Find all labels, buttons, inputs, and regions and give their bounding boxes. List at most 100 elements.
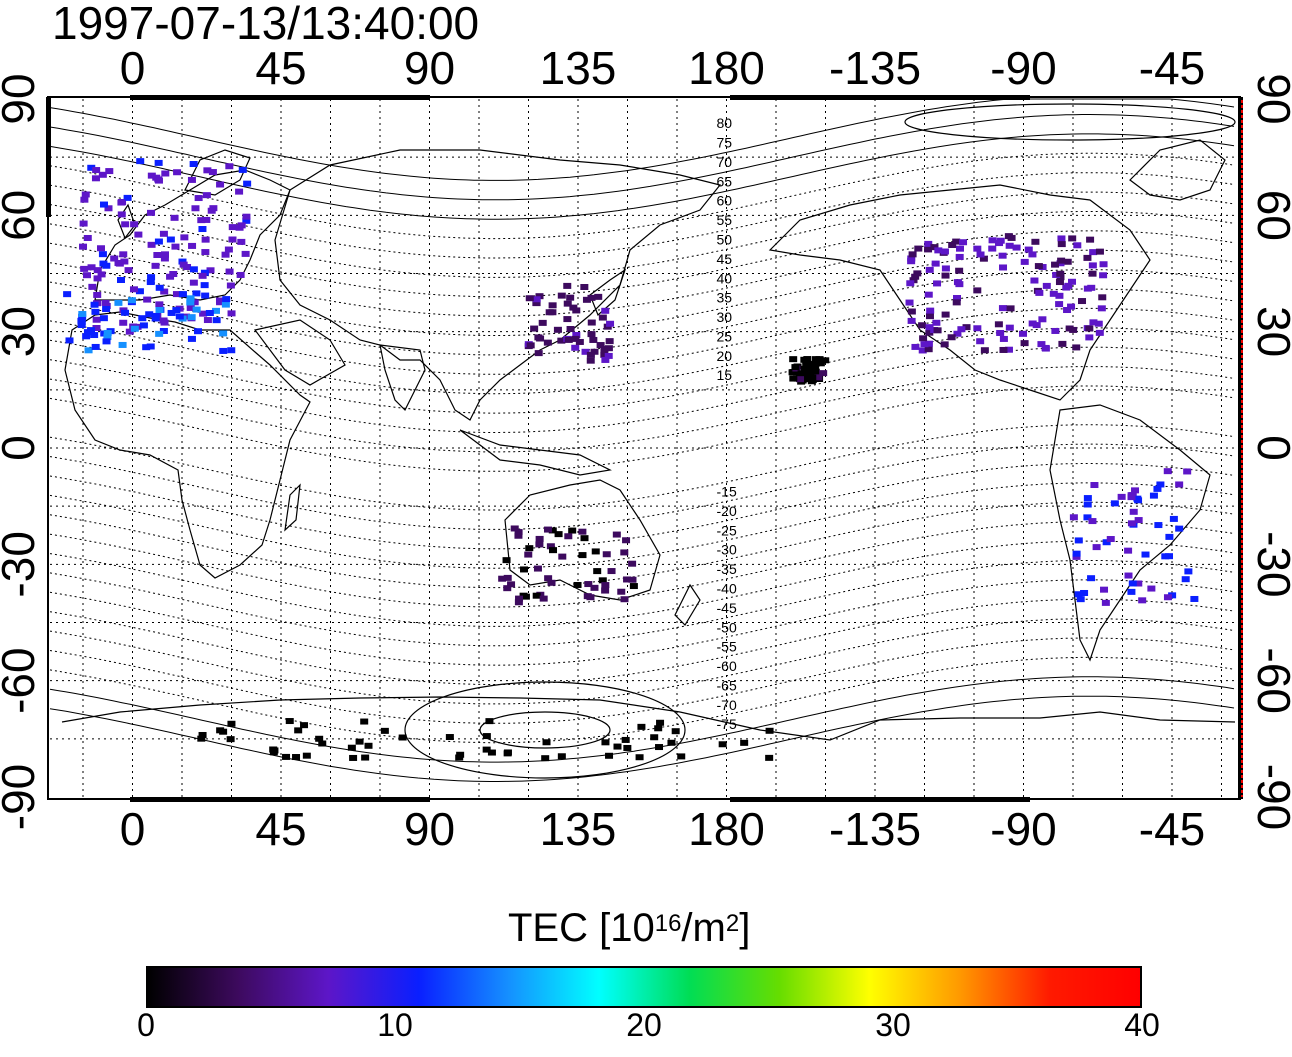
tec-point xyxy=(225,163,234,170)
contour-line xyxy=(49,656,1235,744)
tec-point xyxy=(1055,301,1064,308)
tec-point xyxy=(571,335,580,342)
tec-point xyxy=(503,574,512,581)
tec-point xyxy=(953,295,962,302)
tec-point xyxy=(194,195,203,202)
tec-point xyxy=(242,213,251,220)
contour-label: -25 xyxy=(717,522,737,538)
tec-point xyxy=(957,326,966,333)
tec-point xyxy=(93,267,102,274)
lon-tick-label-top: 45 xyxy=(255,42,306,94)
tec-point xyxy=(292,754,301,761)
lon-tick-label-top: -45 xyxy=(1139,42,1205,94)
japan-coast xyxy=(589,268,627,317)
tec-point xyxy=(226,736,235,743)
tec-point xyxy=(622,537,631,544)
tec-point xyxy=(153,252,162,259)
contour-line xyxy=(49,327,1235,414)
tec-point xyxy=(1090,482,1099,489)
contour-line xyxy=(49,676,1235,763)
tec-point xyxy=(667,739,676,746)
tec-point xyxy=(1102,539,1111,546)
indonesia-coast xyxy=(459,429,612,476)
tec-point xyxy=(88,283,97,290)
tec-point xyxy=(557,292,566,299)
tec-point xyxy=(1138,597,1147,604)
tec-point xyxy=(136,158,145,165)
tec-point xyxy=(612,531,621,538)
tec-point xyxy=(98,251,107,258)
tec-point xyxy=(285,718,294,725)
frame-bar-bottom-left xyxy=(130,797,430,802)
tec-point xyxy=(789,375,798,382)
lat-lon-grid xyxy=(50,99,1238,797)
tec-point xyxy=(175,313,184,320)
africa-coast xyxy=(64,311,311,579)
tec-point xyxy=(941,311,950,318)
tec-point xyxy=(535,535,544,542)
tec-point xyxy=(1062,284,1071,291)
tec-point xyxy=(503,585,512,592)
tec-point xyxy=(600,351,609,358)
frame-bar-left xyxy=(46,97,51,217)
tec-point xyxy=(1094,320,1103,327)
tec-point xyxy=(575,338,584,345)
south-pole-contour xyxy=(404,681,686,779)
tec-point xyxy=(905,299,914,306)
tec-point xyxy=(1031,238,1040,245)
lat-tick-label-left: -60 xyxy=(0,647,44,713)
tec-point xyxy=(594,293,603,300)
tec-point xyxy=(146,343,155,350)
lon-tick-label-top: 0 xyxy=(120,42,146,94)
tec-point xyxy=(1168,592,1177,599)
tec-point xyxy=(102,302,111,309)
tec-point xyxy=(907,317,916,324)
tec-point xyxy=(380,727,389,734)
tec-point xyxy=(92,167,101,174)
tec-point xyxy=(115,260,124,267)
tec-point xyxy=(201,249,210,256)
tec-point xyxy=(127,297,136,304)
tec-point xyxy=(172,307,181,314)
tec-point xyxy=(548,527,557,534)
tec-point xyxy=(514,529,523,536)
tec-point xyxy=(1072,553,1081,560)
tec-point xyxy=(934,247,943,254)
tec-point xyxy=(135,288,144,295)
tec-point xyxy=(913,270,922,277)
contour-label: -30 xyxy=(717,542,737,558)
tec-point xyxy=(178,291,187,298)
tec-point xyxy=(546,543,555,550)
tec-point xyxy=(117,211,126,218)
tec-point xyxy=(1041,344,1050,351)
tec-point xyxy=(482,733,491,740)
contour-line xyxy=(49,249,1235,336)
india-coast xyxy=(379,344,426,412)
tec-point xyxy=(241,250,250,257)
tec-point xyxy=(1161,553,1170,560)
tec-point xyxy=(117,199,126,206)
tec-point xyxy=(931,260,940,267)
tec-point xyxy=(1049,290,1058,297)
tec-point xyxy=(580,535,589,542)
tec-point xyxy=(930,244,939,251)
tec-point xyxy=(590,584,599,591)
tec-point xyxy=(582,296,591,303)
tec-point xyxy=(1086,236,1095,243)
tec-point xyxy=(167,309,176,316)
tec-point xyxy=(933,327,942,334)
tec-point xyxy=(959,239,968,246)
lat-tick-label-left: -90 xyxy=(0,764,44,830)
tec-point xyxy=(1051,327,1060,334)
tec-point xyxy=(718,741,727,748)
tec-point xyxy=(1063,307,1072,314)
tec-point xyxy=(1038,316,1047,323)
tec-point xyxy=(445,734,454,741)
tec-point xyxy=(542,739,551,746)
greenland-coast xyxy=(1129,139,1226,201)
tec-point xyxy=(102,338,111,345)
tec-point xyxy=(243,180,252,187)
tec-point xyxy=(166,273,175,280)
tec-point xyxy=(63,291,72,298)
tec-point xyxy=(1098,294,1107,301)
